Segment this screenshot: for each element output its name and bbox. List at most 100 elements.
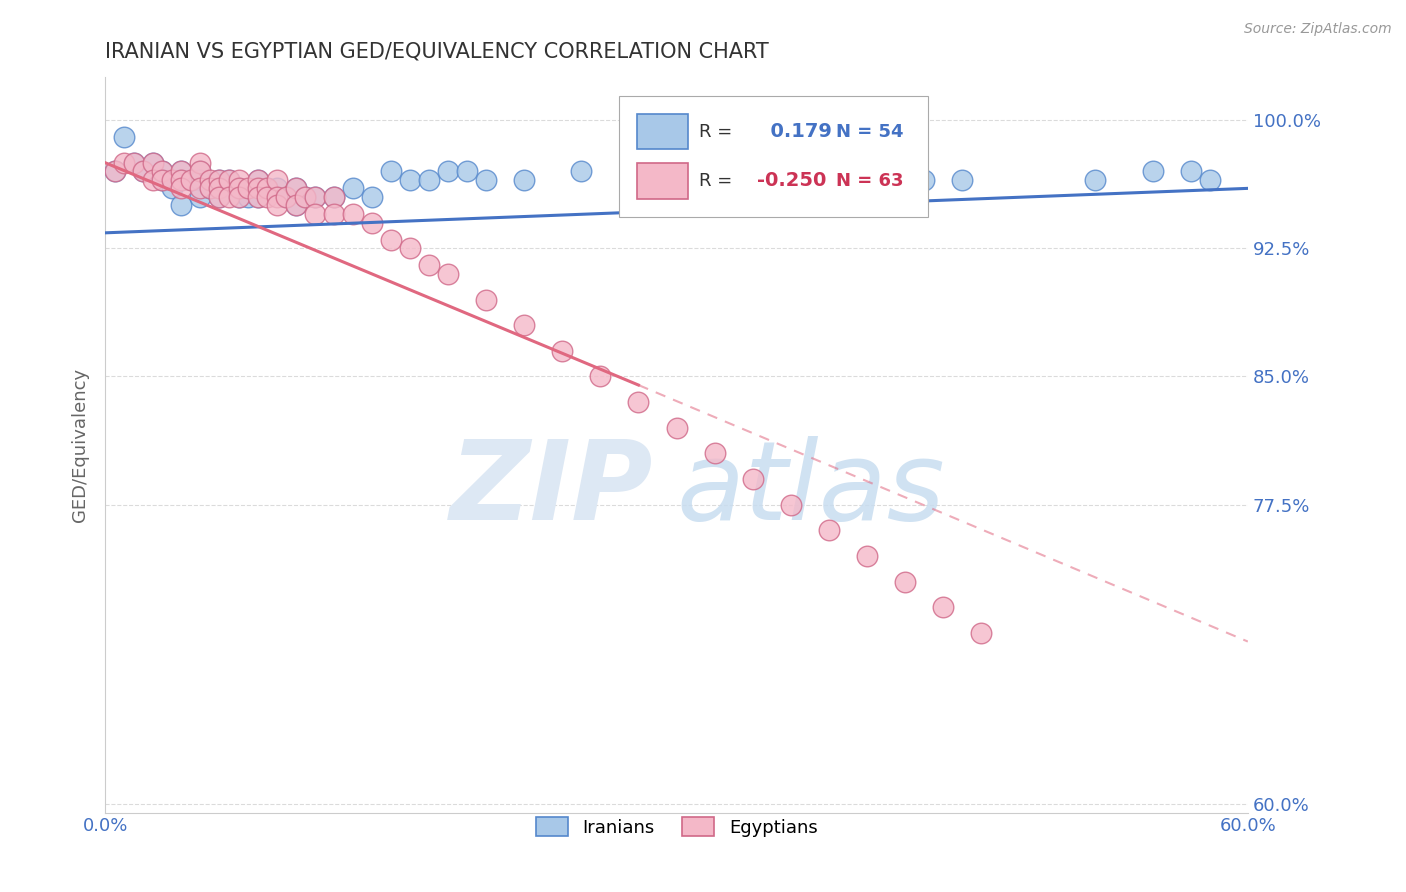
- Point: [266, 198, 288, 212]
- Point: [142, 155, 165, 169]
- Point: [198, 181, 221, 195]
- Point: [627, 181, 650, 195]
- Point: [198, 173, 221, 187]
- Text: Source: ZipAtlas.com: Source: ZipAtlas.com: [1244, 22, 1392, 37]
- Point: [160, 181, 183, 195]
- Point: [150, 164, 173, 178]
- Point: [741, 472, 763, 486]
- Point: [228, 190, 250, 204]
- Point: [190, 190, 212, 204]
- Point: [342, 207, 364, 221]
- Point: [170, 173, 193, 187]
- Point: [104, 164, 127, 178]
- Point: [437, 164, 460, 178]
- Point: [190, 173, 212, 187]
- Point: [360, 216, 382, 230]
- Point: [589, 369, 612, 384]
- Text: 0.179: 0.179: [756, 122, 831, 141]
- Point: [104, 164, 127, 178]
- Point: [703, 446, 725, 460]
- Point: [218, 173, 240, 187]
- Point: [266, 190, 288, 204]
- Point: [779, 498, 801, 512]
- Point: [256, 190, 278, 204]
- Point: [284, 198, 307, 212]
- Point: [170, 181, 193, 195]
- Point: [284, 181, 307, 195]
- Point: [256, 181, 278, 195]
- FancyBboxPatch shape: [637, 163, 688, 199]
- Point: [932, 600, 955, 615]
- Point: [665, 173, 688, 187]
- Point: [294, 190, 316, 204]
- Point: [380, 233, 402, 247]
- Point: [856, 549, 879, 563]
- Point: [475, 293, 498, 307]
- Point: [418, 258, 440, 272]
- Point: [228, 173, 250, 187]
- Point: [627, 395, 650, 409]
- Point: [304, 190, 326, 204]
- Point: [894, 574, 917, 589]
- Point: [912, 173, 935, 187]
- Point: [132, 164, 155, 178]
- Point: [180, 173, 202, 187]
- FancyBboxPatch shape: [620, 95, 928, 217]
- Point: [399, 173, 422, 187]
- Point: [198, 181, 221, 195]
- Point: [218, 173, 240, 187]
- Point: [360, 190, 382, 204]
- Point: [456, 164, 478, 178]
- Point: [1180, 164, 1202, 178]
- Text: N = 63: N = 63: [837, 172, 904, 190]
- Point: [190, 155, 212, 169]
- Point: [342, 181, 364, 195]
- Point: [170, 198, 193, 212]
- Point: [437, 267, 460, 281]
- Point: [208, 181, 231, 195]
- Point: [208, 173, 231, 187]
- Point: [236, 190, 259, 204]
- Point: [150, 173, 173, 187]
- Point: [818, 524, 841, 538]
- Point: [818, 164, 841, 178]
- Point: [304, 190, 326, 204]
- Point: [208, 190, 231, 204]
- Point: [170, 164, 193, 178]
- Point: [150, 164, 173, 178]
- Text: ZIP: ZIP: [450, 435, 654, 542]
- Point: [418, 173, 440, 187]
- Point: [1142, 164, 1164, 178]
- Text: IRANIAN VS EGYPTIAN GED/EQUIVALENCY CORRELATION CHART: IRANIAN VS EGYPTIAN GED/EQUIVALENCY CORR…: [105, 42, 769, 62]
- Point: [665, 421, 688, 435]
- Point: [1084, 173, 1107, 187]
- Point: [950, 173, 973, 187]
- Point: [266, 181, 288, 195]
- Point: [322, 207, 344, 221]
- Point: [122, 155, 145, 169]
- Point: [190, 164, 212, 178]
- Point: [399, 241, 422, 255]
- Legend: Iranians, Egyptians: Iranians, Egyptians: [529, 810, 825, 844]
- Point: [180, 173, 202, 187]
- Point: [294, 190, 316, 204]
- Point: [551, 343, 574, 358]
- Point: [228, 181, 250, 195]
- Point: [170, 173, 193, 187]
- Point: [475, 173, 498, 187]
- Point: [246, 173, 269, 187]
- Point: [276, 190, 298, 204]
- Point: [208, 190, 231, 204]
- Text: N = 54: N = 54: [837, 122, 904, 141]
- Point: [256, 181, 278, 195]
- Text: atlas: atlas: [676, 435, 945, 542]
- Point: [276, 190, 298, 204]
- Point: [513, 173, 536, 187]
- FancyBboxPatch shape: [637, 114, 688, 149]
- Point: [112, 155, 135, 169]
- Point: [246, 190, 269, 204]
- Point: [228, 190, 250, 204]
- Point: [266, 173, 288, 187]
- Point: [190, 181, 212, 195]
- Text: -0.250: -0.250: [756, 171, 825, 190]
